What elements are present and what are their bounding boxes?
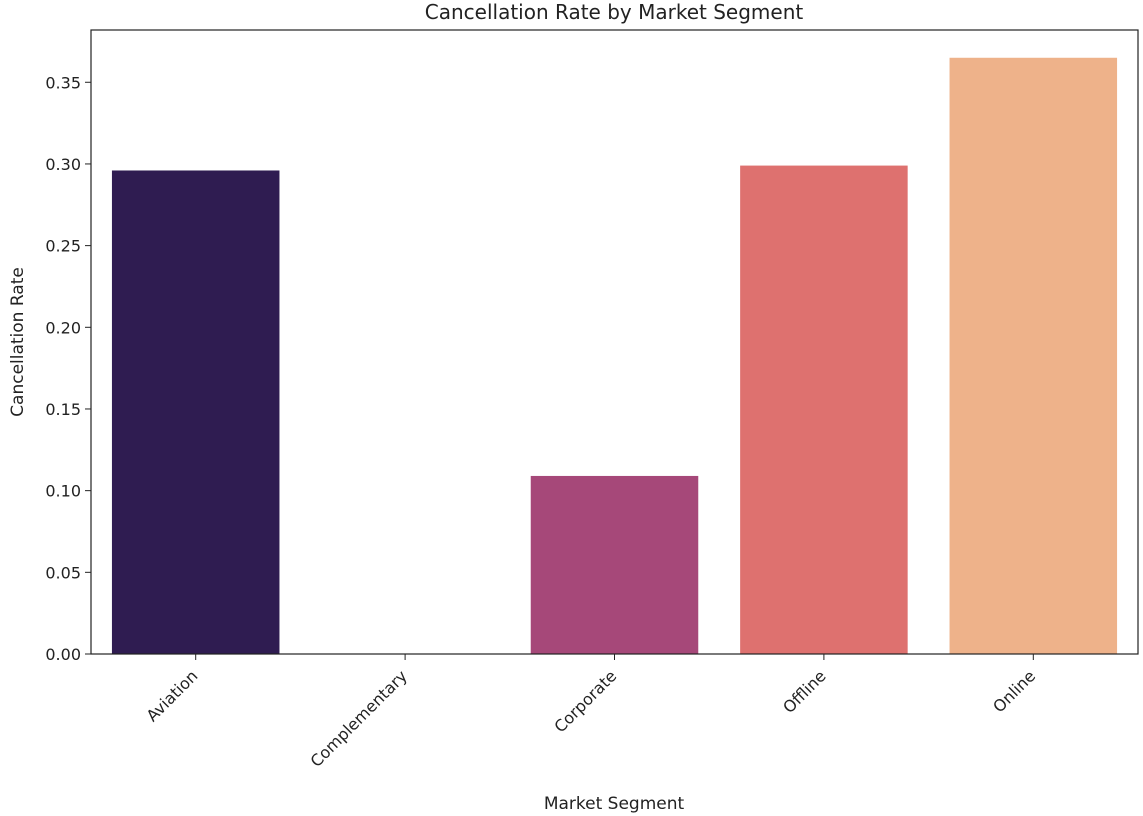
y-tick-label: 0.15	[45, 400, 81, 419]
y-axis-ticks: 0.00 0.05 0.10 0.15 0.20 0.25 0.30 0.35	[45, 73, 91, 664]
y-tick-label: 0.00	[45, 645, 81, 664]
x-axis-label: Market Segment	[544, 794, 685, 814]
plot-frame	[90, 29, 1139, 655]
bar-online	[949, 57, 1118, 654]
bar-corporate	[530, 475, 699, 654]
y-tick-label: 0.05	[45, 563, 81, 582]
y-tick-label: 0.35	[45, 73, 81, 92]
bar-aviation	[111, 170, 280, 654]
chart-title: Cancellation Rate by Market Segment	[425, 0, 804, 24]
bar-group	[111, 57, 1118, 654]
y-axis-label: Cancellation Rate	[8, 267, 28, 417]
y-tick-label: 0.20	[45, 318, 81, 337]
y-tick-label: 0.25	[45, 237, 81, 256]
bar-offline	[740, 165, 908, 654]
y-tick-label: 0.10	[45, 482, 81, 501]
y-tick-label: 0.30	[45, 155, 81, 174]
